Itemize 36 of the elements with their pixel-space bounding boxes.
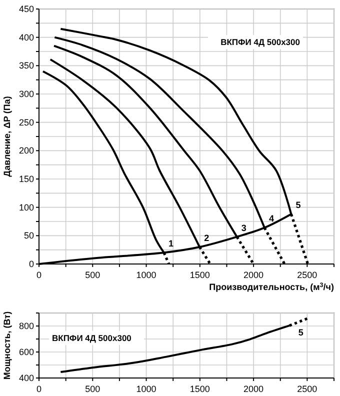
y-tick-label: 600 (18, 347, 34, 357)
annotation: ВКПФИ 4Д 500x300 (220, 37, 300, 47)
y-axis-title: Мощность, (Вт) (2, 311, 12, 380)
annotation: 5 (296, 200, 301, 210)
x-tick-label: 500 (85, 270, 100, 280)
y-tick-label: 0 (28, 259, 34, 269)
y-tick-label: 50 (24, 230, 34, 241)
annotation: 4 (268, 214, 274, 224)
y-tick-label: 400 (18, 373, 34, 383)
x-axis-title: Производительность, (м$^{3}$/ч) (209, 282, 334, 292)
y-axis-title: Давление, ΔP (Па) (2, 96, 12, 177)
annotation: 3 (241, 222, 246, 233)
y-tick-label: 350 (18, 60, 34, 71)
y-tick-label: 150 (18, 174, 34, 184)
y-tick-label: 300 (18, 89, 34, 99)
x-tick-label: 1000 (136, 384, 156, 394)
x-tick-label: 0 (36, 270, 42, 280)
annotation: 1 (168, 238, 174, 249)
x-tick-label: 2500 (297, 384, 318, 394)
y-tick-label: 450 (18, 4, 34, 14)
x-tick-label: 1500 (190, 384, 210, 394)
x-tick-label: 1500 (190, 270, 210, 280)
y-tick-label: 250 (18, 117, 34, 128)
x-tick-label: 2000 (244, 384, 264, 394)
x-tick-label: 2500 (297, 270, 318, 280)
y-tick-label: 100 (18, 202, 34, 212)
x-tick-label: 2000 (244, 270, 264, 280)
y-tick-label: 400 (18, 32, 34, 42)
y-tick-label: 800 (18, 321, 34, 331)
x-tick-label: 0 (36, 384, 42, 394)
x-tick-label: 1000 (136, 270, 156, 280)
annotation: 2 (204, 233, 210, 243)
annotation: ВКПФИ 4Д 500x300 (52, 333, 132, 343)
x-tick-label: 500 (85, 384, 100, 394)
annotation: 5 (298, 327, 304, 338)
y-tick-label: 200 (18, 146, 34, 156)
